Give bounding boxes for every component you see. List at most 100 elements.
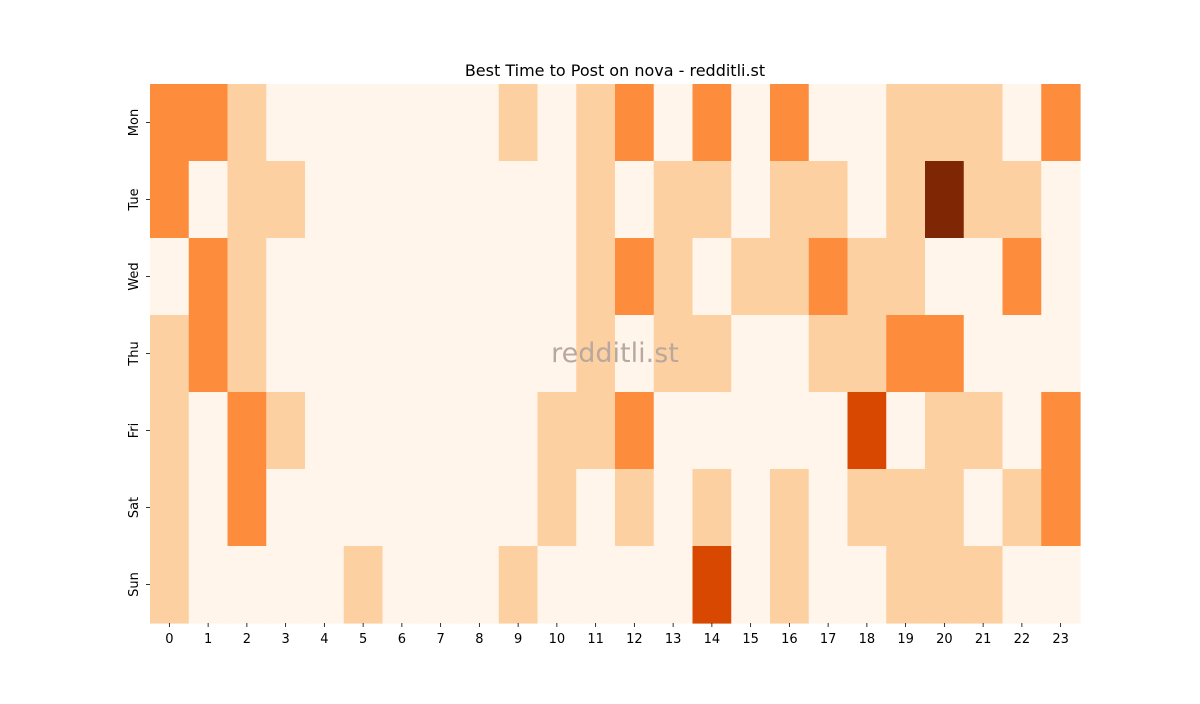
- heatmap-cell-thu-18: [847, 315, 887, 393]
- heatmap-cell-sat-9: [498, 469, 539, 547]
- heatmap-cell-wed-3: [266, 238, 306, 316]
- heatmap-cell-sat-8: [460, 469, 500, 547]
- heatmap-cell-fri-18: [847, 392, 887, 470]
- heatmap-cell-tue-2: [227, 161, 267, 239]
- x-tick-label: 20: [936, 632, 953, 647]
- chart-title: Best Time to Post on nova - redditli.st: [465, 61, 765, 80]
- heatmap-cell-thu-22: [1002, 315, 1042, 393]
- heatmap-cell-wed-12: [615, 238, 655, 316]
- heatmap-cell-tue-17: [808, 161, 849, 239]
- heatmap-cell-fri-16: [770, 392, 810, 470]
- heatmap-cell-sat-12: [615, 469, 655, 547]
- heatmap-cell-thu-3: [266, 315, 306, 393]
- heatmap-cell-sun-21: [963, 546, 1004, 624]
- heatmap-cell-mon-3: [266, 84, 306, 162]
- y-tick-label: Sun: [127, 572, 142, 597]
- heatmap-cell-sat-4: [305, 469, 345, 547]
- heatmap-cell-sun-22: [1002, 546, 1042, 624]
- heatmap-cell-sun-18: [847, 546, 887, 624]
- heatmap-cell-tue-14: [692, 161, 732, 239]
- heatmap-cell-mon-18: [847, 84, 887, 162]
- heatmap-cell-fri-14: [692, 392, 732, 470]
- heatmap-cell-fri-9: [498, 392, 539, 470]
- heatmap-cell-thu-16: [770, 315, 810, 393]
- x-tick-label: 18: [859, 632, 876, 647]
- heatmap-cell-wed-11: [576, 238, 616, 316]
- heatmap-cell-sun-14: [692, 546, 732, 624]
- heatmap-cell-fri-7: [421, 392, 461, 470]
- heatmap-cell-sat-10: [537, 469, 577, 547]
- heatmap-cell-fri-0: [150, 392, 190, 470]
- heatmap-cell-sun-10: [537, 546, 577, 624]
- x-tick-label: 8: [475, 632, 483, 647]
- heatmap-cell-thu-2: [227, 315, 267, 393]
- heatmap-cell-sun-1: [188, 546, 229, 624]
- heatmap-cell-wed-4: [305, 238, 345, 316]
- heatmap-cell-fri-2: [227, 392, 267, 470]
- heatmap-cell-fri-20: [925, 392, 965, 470]
- heatmap-cell-sat-13: [653, 469, 694, 547]
- heatmap-cell-sun-2: [227, 546, 267, 624]
- x-tick-label: 10: [549, 632, 566, 647]
- x-tick-label: 23: [1052, 632, 1069, 647]
- heatmap-cell-sat-7: [421, 469, 461, 547]
- x-tick-label: 3: [281, 632, 289, 647]
- heatmap-cell-thu-20: [925, 315, 965, 393]
- heatmap-cell-sun-4: [305, 546, 345, 624]
- x-tick-label: 16: [781, 632, 798, 647]
- y-tick-label: Thu: [127, 341, 142, 366]
- x-tick-label: 14: [704, 632, 721, 647]
- heatmap-cell-wed-15: [731, 238, 771, 316]
- heatmap-cell-sun-12: [615, 546, 655, 624]
- heatmap-cell-mon-22: [1002, 84, 1042, 162]
- heatmap-cell-wed-1: [188, 238, 229, 316]
- heatmap-cell-fri-17: [808, 392, 849, 470]
- heatmap-cell-wed-9: [498, 238, 539, 316]
- heatmap-cell-thu-12: [615, 315, 655, 393]
- heatmap-cell-sat-3: [266, 469, 306, 547]
- heatmap-cell-fri-8: [460, 392, 500, 470]
- heatmap-cell-tue-1: [188, 161, 229, 239]
- heatmap-cell-sat-23: [1041, 469, 1081, 547]
- y-tick-label: Tue: [127, 188, 142, 211]
- heatmap-cell-tue-4: [305, 161, 345, 239]
- heatmap-cell-tue-22: [1002, 161, 1042, 239]
- heatmap-cell-sun-19: [886, 546, 926, 624]
- x-tick-label: 0: [165, 632, 173, 647]
- heatmap-cell-tue-3: [266, 161, 306, 239]
- x-tick-label: 11: [587, 632, 604, 647]
- heatmap-cell-tue-15: [731, 161, 771, 239]
- heatmap-cell-thu-19: [886, 315, 926, 393]
- heatmap-cell-mon-4: [305, 84, 345, 162]
- heatmap-cell-fri-5: [343, 392, 384, 470]
- heatmap-cell-tue-18: [847, 161, 887, 239]
- heatmap-cell-tue-20: [925, 161, 965, 239]
- heatmap-cell-mon-9: [498, 84, 539, 162]
- heatmap-cell-mon-5: [343, 84, 384, 162]
- x-tick-label: 17: [820, 632, 837, 647]
- heatmap-cell-thu-4: [305, 315, 345, 393]
- x-tick-label: 6: [398, 632, 406, 647]
- heatmap-cell-sun-5: [343, 546, 384, 624]
- heatmap-cell-sun-3: [266, 546, 306, 624]
- heatmap-cell-thu-15: [731, 315, 771, 393]
- heatmap-cell-fri-21: [963, 392, 1004, 470]
- heatmap-cell-tue-6: [382, 161, 422, 239]
- heatmap-cell-wed-18: [847, 238, 887, 316]
- heatmap-cell-sun-17: [808, 546, 849, 624]
- heatmap-cell-fri-15: [731, 392, 771, 470]
- heatmap-cell-thu-7: [421, 315, 461, 393]
- heatmap-cell-thu-11: [576, 315, 616, 393]
- heatmap-cell-wed-14: [692, 238, 732, 316]
- heatmap-cell-sat-22: [1002, 469, 1042, 547]
- heatmap-cell-sat-0: [150, 469, 190, 547]
- heatmap-cell-thu-9: [498, 315, 539, 393]
- heatmap-cell-sat-11: [576, 469, 616, 547]
- heatmap-cell-wed-2: [227, 238, 267, 316]
- heatmap-cell-sun-20: [925, 546, 965, 624]
- x-tick-label: 7: [436, 632, 444, 647]
- heatmap-cell-wed-7: [421, 238, 461, 316]
- heatmap-cell-sun-0: [150, 546, 190, 624]
- heatmap-cell-mon-23: [1041, 84, 1081, 162]
